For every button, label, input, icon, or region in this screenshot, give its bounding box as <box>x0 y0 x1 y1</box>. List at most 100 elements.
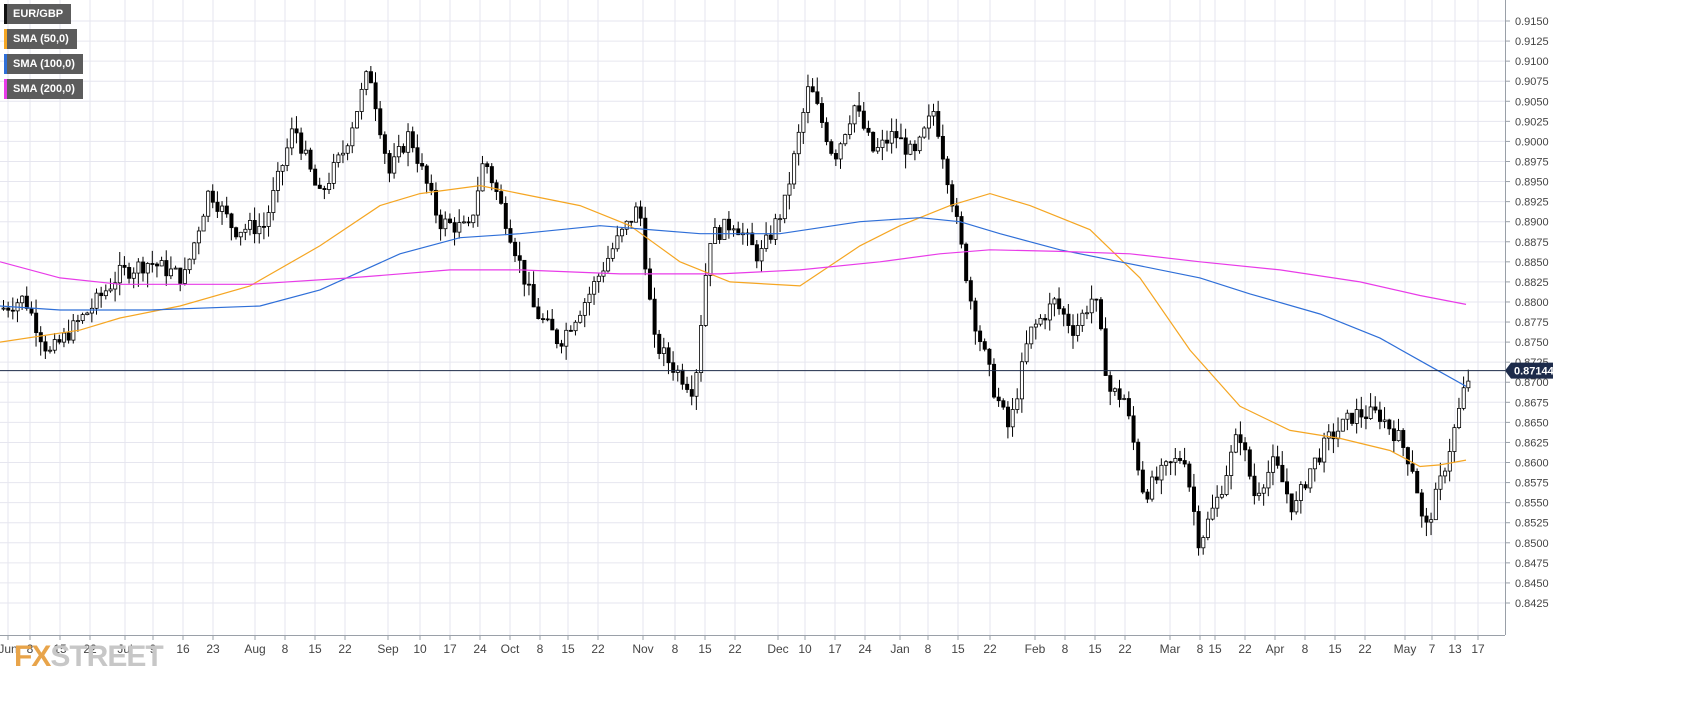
legend-item[interactable]: SMA (100,0) <box>4 54 83 74</box>
candle-body <box>833 153 838 160</box>
candle-body <box>759 248 764 262</box>
candle-body <box>838 143 843 160</box>
candle-body <box>1117 388 1122 400</box>
candle-body <box>903 137 908 155</box>
candle-body <box>187 258 192 271</box>
candle-body <box>964 243 969 282</box>
candle-body <box>141 261 146 274</box>
legend-item[interactable]: SMA (50,0) <box>4 29 83 49</box>
candle-body <box>1243 442 1248 451</box>
candle-body <box>1340 418 1345 432</box>
candle-body <box>1229 451 1234 476</box>
x-tick-label: May <box>1394 642 1417 656</box>
y-tick-label: 0.9050 <box>1515 96 1549 108</box>
candle-body <box>936 111 941 137</box>
candle-body <box>173 267 178 270</box>
candle-body <box>671 362 676 373</box>
candle-body <box>113 282 118 290</box>
candle-body <box>643 217 648 270</box>
y-tick-label: 0.9000 <box>1515 136 1549 148</box>
candle-body <box>43 341 48 352</box>
candle-body <box>796 131 801 155</box>
candle-body <box>1345 412 1350 420</box>
candle-body <box>1298 484 1303 501</box>
y-tick-label: 0.8675 <box>1515 397 1549 409</box>
candle-body <box>954 205 959 217</box>
candle-body <box>857 105 862 112</box>
candle-body <box>1326 431 1331 439</box>
candle-body <box>373 82 378 110</box>
candle-body <box>847 123 852 135</box>
candle-body <box>1112 388 1117 392</box>
candle-body <box>1294 500 1299 513</box>
legend-swatch <box>4 4 7 24</box>
candle-body <box>327 182 332 190</box>
legend-item[interactable]: EUR/GBP <box>4 4 83 24</box>
candle-body <box>1364 416 1369 419</box>
candle-body <box>541 318 546 320</box>
candle-body <box>1303 484 1308 489</box>
candle-body <box>345 145 350 154</box>
candle-body <box>1136 441 1141 471</box>
candle-body <box>1312 457 1317 470</box>
candle-body <box>196 230 201 244</box>
candle-body <box>647 268 652 300</box>
candle-body <box>1196 511 1201 549</box>
candle-body <box>950 184 955 207</box>
candle-body <box>1424 515 1429 523</box>
x-tick-label: 17 <box>443 642 457 656</box>
candle-body <box>122 264 127 268</box>
y-tick-label: 0.8975 <box>1515 156 1549 168</box>
candle-body <box>99 292 104 297</box>
x-tick-label: Sep <box>377 642 399 656</box>
x-tick-label: 8 <box>925 642 932 656</box>
x-tick-label: 22 <box>1118 642 1132 656</box>
legend: EUR/GBP SMA (50,0) SMA (100,0) SMA (200,0) <box>4 4 83 104</box>
candle-body <box>536 306 541 319</box>
candle-body <box>1354 409 1359 424</box>
candle-body <box>1126 398 1131 417</box>
y-tick-label: 0.8900 <box>1515 217 1549 229</box>
candle-body <box>410 131 415 149</box>
candle-body <box>727 218 732 231</box>
candle-body <box>378 108 383 136</box>
candle-body <box>336 154 341 163</box>
candle-body <box>801 112 806 133</box>
candle-body <box>1150 476 1155 500</box>
candle-body <box>787 183 792 196</box>
legend-label: SMA (50,0) <box>7 29 77 49</box>
candle-body <box>1401 430 1406 448</box>
candle-body <box>773 218 778 240</box>
candle-body <box>620 228 625 237</box>
candle-body <box>313 168 318 186</box>
candle-body <box>364 71 369 90</box>
legend-swatch <box>4 29 7 49</box>
candle-body <box>638 206 643 219</box>
candle-body <box>359 88 364 112</box>
candle-body <box>824 122 829 143</box>
candle-body <box>303 149 308 154</box>
sma-200-line <box>0 249 1467 305</box>
candle-body <box>85 312 90 316</box>
x-tick-label: 8 <box>672 642 679 656</box>
x-tick-label: 15 <box>1208 642 1222 656</box>
candle-body <box>94 292 99 309</box>
candle-body <box>1359 409 1364 418</box>
candle-body <box>294 128 299 134</box>
candle-body <box>494 182 499 192</box>
x-tick-label: 15 <box>53 642 67 656</box>
candle-body <box>1029 326 1034 345</box>
x-tick-label: Jul <box>117 642 132 656</box>
candle-body <box>1010 409 1015 428</box>
candle-body <box>973 300 978 332</box>
candle-body <box>959 216 964 245</box>
legend-item[interactable]: SMA (200,0) <box>4 79 83 99</box>
candle-body <box>1159 464 1164 481</box>
candle-body <box>778 218 783 221</box>
candle-body <box>80 314 85 322</box>
candle-body <box>368 71 373 84</box>
candle-body <box>1108 375 1113 392</box>
candle-body <box>926 115 931 129</box>
x-tick-label: 10 <box>413 642 427 656</box>
